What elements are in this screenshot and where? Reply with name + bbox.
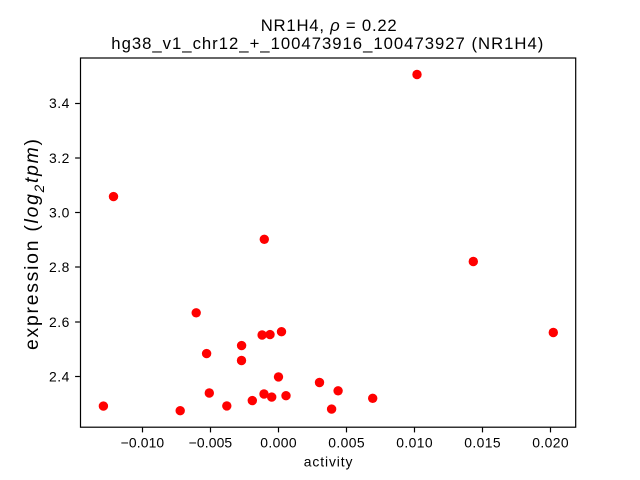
svg-text:3.4: 3.4 xyxy=(49,95,70,111)
svg-text:0.005: 0.005 xyxy=(328,435,365,451)
svg-text:2.8: 2.8 xyxy=(49,259,70,275)
svg-text:0.010: 0.010 xyxy=(396,435,433,451)
svg-text:−0.010: −0.010 xyxy=(121,435,165,451)
svg-text:NR1H4, ρ = 0.22: NR1H4, ρ = 0.22 xyxy=(261,16,397,35)
svg-text:2.4: 2.4 xyxy=(49,369,70,385)
svg-text:3.2: 3.2 xyxy=(49,150,70,166)
svg-text:−0.005: −0.005 xyxy=(189,435,233,451)
svg-text:2.6: 2.6 xyxy=(49,314,70,330)
svg-text:activity: activity xyxy=(304,454,353,470)
svg-text:0.000: 0.000 xyxy=(260,435,297,451)
svg-text:3.0: 3.0 xyxy=(49,205,70,221)
svg-text:0.020: 0.020 xyxy=(532,435,569,451)
svg-text:0.015: 0.015 xyxy=(464,435,501,451)
svg-text:hg38_v1_chr12_+_100473916_1004: hg38_v1_chr12_+_100473916_100473927 (NR1… xyxy=(111,34,543,53)
